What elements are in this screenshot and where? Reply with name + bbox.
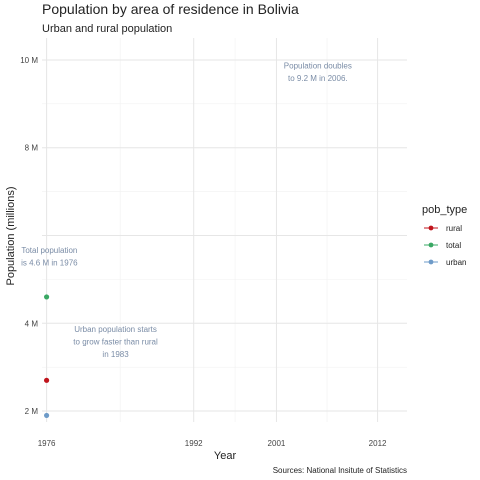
- chart-caption: Sources: National Insitute of Statistics: [273, 466, 407, 475]
- annotation: Total population is 4.6 M in 1976: [21, 246, 78, 267]
- point-rural: [43, 377, 50, 383]
- legend-key-urban: [428, 259, 434, 265]
- annotations: Population doubles to 9.2 M in 2006. Total…: [21, 62, 352, 359]
- x-axis-title: Year: [214, 450, 237, 462]
- y-axis-ticks: 2 M 4 M 8 M 10 M: [20, 56, 38, 416]
- x-tick-label: 2001: [268, 439, 286, 448]
- y-tick-label: 2 M: [25, 407, 39, 416]
- annotation-line: to 9.2 M in 2006.: [288, 74, 348, 83]
- y-tick-label: 10 M: [20, 56, 38, 65]
- x-axis-ticks: 1976 1992 2001 2012: [38, 439, 387, 448]
- chart-title: Population by area of residence in Boliv…: [42, 1, 299, 17]
- annotation-line: Population doubles: [284, 62, 352, 71]
- legend-key-total: [428, 242, 434, 248]
- legend-title: pob_type: [422, 204, 467, 216]
- legend-key-rural: [428, 225, 434, 231]
- legend-label: rural: [446, 224, 462, 233]
- grid: [42, 38, 407, 422]
- annotation-line: Total population: [21, 246, 77, 255]
- data-points: [43, 294, 50, 419]
- x-tick-label: 2012: [369, 439, 387, 448]
- legend-label: total: [446, 241, 461, 250]
- annotation: Urban population starts to grow faster th…: [73, 325, 158, 359]
- chart-subtitle: Urban and rural population: [42, 23, 172, 35]
- annotation-line: is 4.6 M in 1976: [21, 259, 78, 268]
- annotation: Population doubles to 9.2 M in 2006.: [284, 62, 352, 84]
- legend-label: urban: [446, 258, 466, 267]
- y-axis-title: Population (millions): [5, 186, 17, 285]
- y-tick-label: 4 M: [25, 319, 39, 328]
- annotation-line: Urban population starts: [74, 325, 157, 334]
- legend: pob_type rural total urban: [422, 204, 467, 267]
- annotation-line: to grow faster than rural: [73, 338, 158, 347]
- annotation-line: in 1983: [102, 350, 129, 359]
- point-total: [43, 294, 50, 300]
- point-urban: [43, 412, 50, 419]
- x-tick-label: 1992: [185, 439, 203, 448]
- y-tick-label: 8 M: [25, 144, 39, 153]
- x-tick-label: 1976: [38, 439, 56, 448]
